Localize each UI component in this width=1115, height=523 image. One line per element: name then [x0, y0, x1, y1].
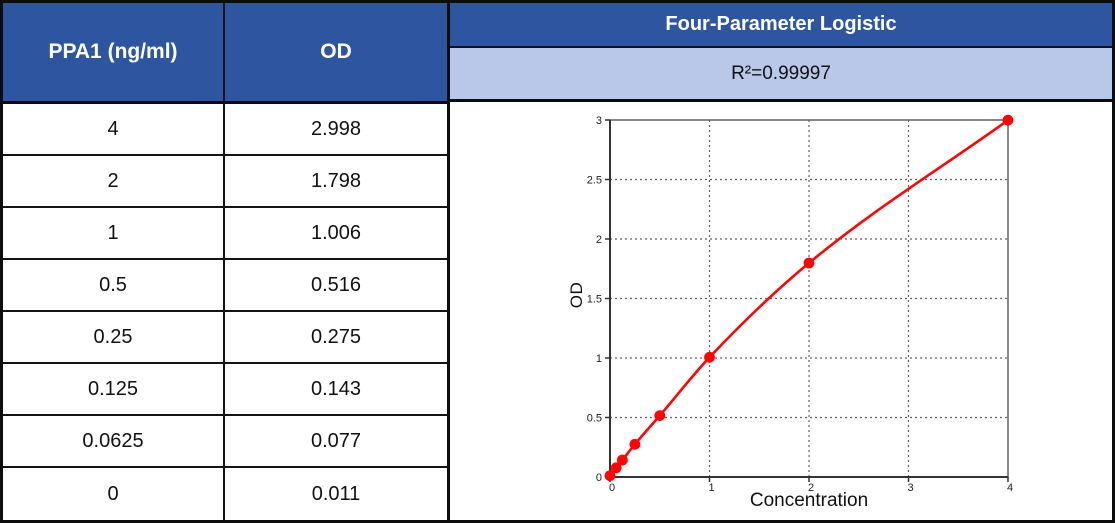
od-cell: 0.143	[225, 364, 447, 416]
data-point-marker	[803, 257, 815, 269]
y-tick-label: 3	[596, 115, 602, 127]
chart-canvas: 0 1 2 3 4 0 0.5 1 1.5 2 2.5 3	[587, 114, 1014, 494]
y-tick-label: 2.5	[587, 175, 602, 187]
standard-table: PPA1 (ng/ml) OD 4 2.998 2 1.798 1 1.006 0.5 0.5…	[3, 3, 450, 520]
od-cell: 2.998	[225, 104, 447, 156]
x-tick-label: 3	[907, 482, 913, 494]
concentration-cell: 1	[3, 208, 225, 260]
x-axis-label: Concentration	[749, 490, 869, 511]
data-point-marker	[629, 438, 641, 450]
concentration-cell: 2	[3, 156, 225, 208]
concentration-cell: 0.5	[3, 260, 225, 312]
od-cell: 0.516	[225, 260, 447, 312]
x-tick-label: 0	[609, 482, 615, 494]
table-header-od: OD	[225, 3, 447, 104]
od-cell: 0.011	[225, 468, 447, 520]
od-cell: 1.006	[225, 208, 447, 260]
fit-curve	[608, 118, 1010, 477]
concentration-cell: 0	[3, 468, 225, 520]
y-tick-label: 0	[596, 472, 602, 484]
y-tick-label: 0.5	[587, 413, 602, 425]
concentration-cell: 4	[3, 104, 225, 156]
r-squared-value: R²=0.99997	[450, 48, 1112, 102]
data-point-marker	[617, 454, 628, 466]
data-point-marker	[610, 462, 622, 474]
fit-title: Four-Parameter Logistic	[450, 3, 1112, 48]
od-cell: 0.275	[225, 312, 447, 364]
y-tick-label: 1	[596, 353, 602, 365]
plot-frame	[609, 119, 1009, 478]
data-point-marker	[654, 410, 666, 421]
data-point-marker	[704, 351, 715, 363]
concentration-cell: 0.0625	[3, 416, 225, 468]
y-tick-label: 2	[596, 234, 602, 246]
x-tick-label: 1	[708, 482, 714, 494]
fit-panel: Four-Parameter Logistic R²=0.99997 OD Co…	[450, 3, 1112, 520]
x-tick-label: 4	[1007, 482, 1013, 494]
data-point-marker	[604, 470, 616, 482]
od-cell: 1.798	[225, 156, 447, 208]
concentration-cell: 0.25	[3, 312, 225, 364]
y-tick-label: 1.5	[587, 294, 602, 306]
data-point-marker	[1002, 114, 1014, 126]
od-cell: 0.077	[225, 416, 447, 468]
table-header-concentration: PPA1 (ng/ml)	[3, 3, 225, 104]
x-tick-label: 2	[808, 482, 814, 494]
concentration-cell: 0.125	[3, 364, 225, 416]
standard-curve-chart: OD Concentration 0 1 2 3 4 0 0.5 1 1.5 2 2.5 3	[450, 102, 1112, 520]
